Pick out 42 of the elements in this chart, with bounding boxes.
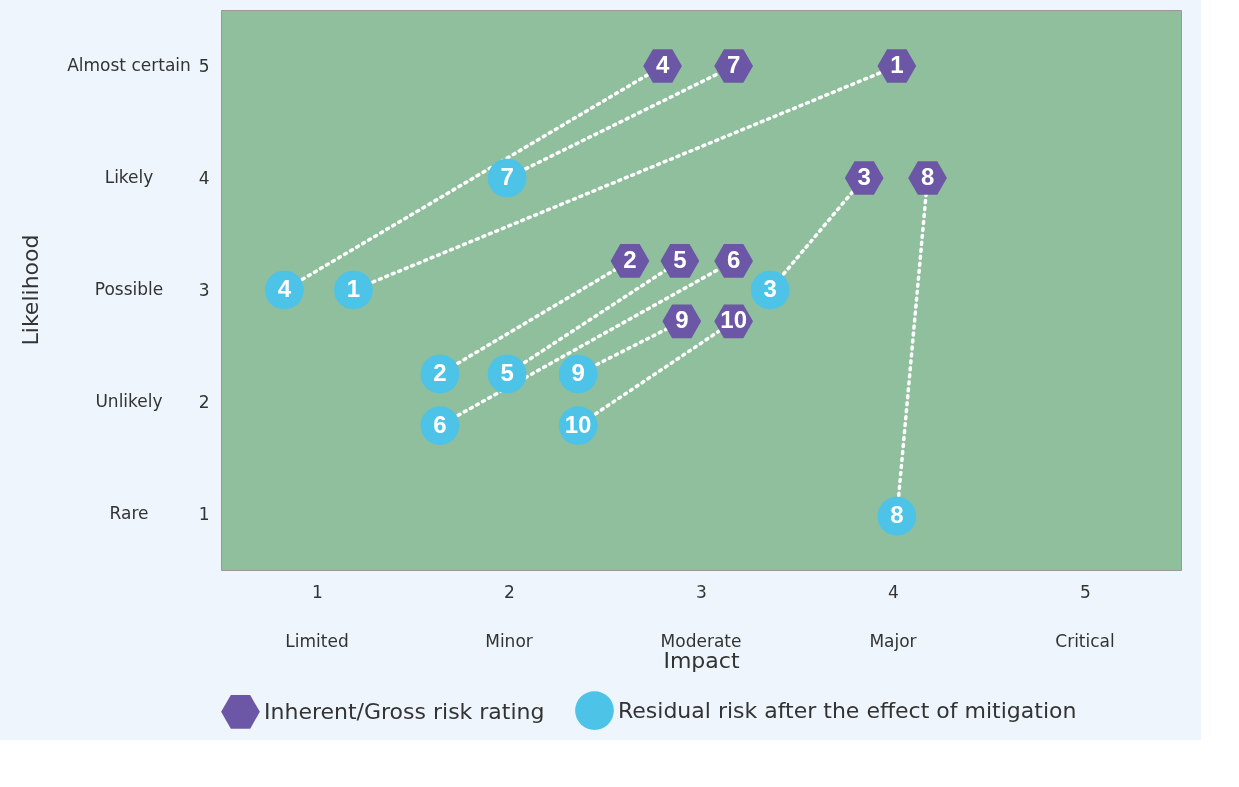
annotation: 8 [920,163,935,190]
text: Rare [109,503,149,523]
text: Critical [1055,631,1115,651]
legend-label: Inherent/Gross risk rating [264,698,545,724]
legend-label: Residual risk after the effect of mitigation [618,697,1077,723]
annotation: 3 [857,163,871,190]
annotation: 7 [726,51,741,78]
x-tick-label: 2 [504,581,515,602]
annotation: 6 [433,410,447,438]
annotation: 5 [673,245,687,273]
text: Likely [104,167,154,187]
y-tick-label: 5 [198,55,210,76]
y-tick-label: 1 [198,503,210,524]
annotation: 5 [500,359,514,386]
text: Unlikely [95,391,163,411]
x-tick-label: 5 [1080,581,1091,602]
annotation: 7 [500,163,514,190]
text: Minor [485,631,533,651]
annotation: 2 [433,359,447,386]
x-tick-label: 1 [312,581,323,602]
text: Almost certain [67,55,191,75]
y-tick-label: 3 [198,279,210,300]
annotation: 4 [277,275,292,302]
annotation: 10 [564,410,592,438]
annotation: 4 [655,51,670,78]
annotation: 3 [763,275,777,302]
annotation: 10 [720,306,747,334]
annotation: 9 [675,306,689,334]
annotation: 2 [623,245,637,273]
annotation: 1 [346,275,361,302]
x-tick-label: 3 [696,581,707,602]
y-tick-label: 2 [198,391,210,412]
annotation: 9 [571,359,585,386]
annotation: 8 [890,501,904,529]
text: Possible [94,279,164,299]
y-tick-label: 4 [198,167,210,188]
text: Limited [285,631,349,651]
annotation: 1 [890,51,904,78]
text: Likelihood [18,234,43,346]
text: Major [869,631,917,651]
annotation: 6 [726,245,741,273]
x-tick-label: 4 [888,581,899,602]
